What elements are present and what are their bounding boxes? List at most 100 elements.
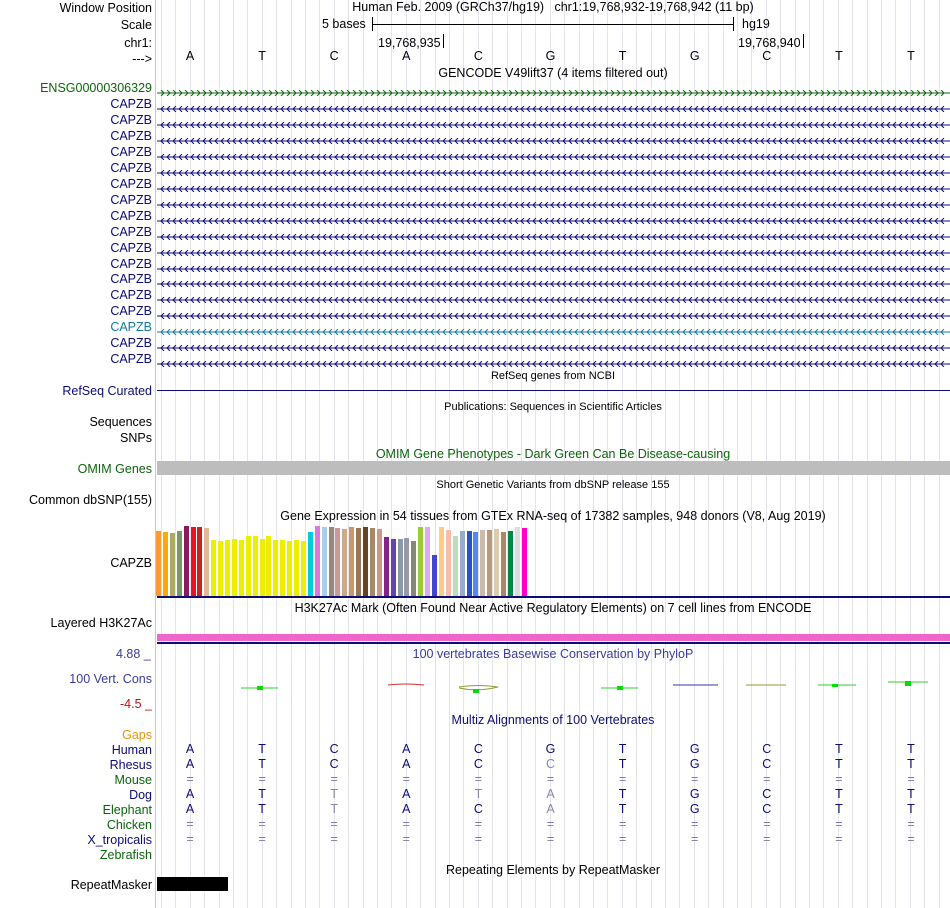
gencode-item-label[interactable]: CAPZB <box>110 176 152 191</box>
gtex-bar[interactable] <box>218 541 224 596</box>
gtex-bar[interactable] <box>383 537 389 596</box>
gtex-bar[interactable] <box>211 540 217 596</box>
h3k27ac-label[interactable]: Layered H3K27Ac <box>50 616 152 630</box>
gtex-bar[interactable] <box>445 530 451 596</box>
gtex-bar[interactable] <box>266 536 272 596</box>
gencode-item-label[interactable]: CAPZB <box>110 304 152 319</box>
gencode-item-label[interactable]: CAPZB <box>110 288 152 303</box>
gencode-item-line[interactable] <box>157 117 950 129</box>
gtex-bar[interactable] <box>231 539 237 596</box>
multiz-species-label[interactable]: Dog <box>129 788 152 802</box>
repeatmasker-label[interactable]: RepeatMasker <box>70 878 152 892</box>
gtex-bar[interactable] <box>480 530 486 596</box>
gtex-bar[interactable] <box>238 540 244 596</box>
gencode-item-label[interactable]: CAPZB <box>110 240 152 255</box>
gencode-item-label[interactable]: CAPZB <box>110 144 152 159</box>
gencode-first-line[interactable] <box>157 85 950 97</box>
gtex-bar[interactable] <box>473 532 479 596</box>
multiz-species-label[interactable]: Rhesus <box>109 758 152 772</box>
gtex-bar[interactable] <box>321 527 327 596</box>
gencode-item-line[interactable] <box>157 133 950 145</box>
gtex-bar[interactable] <box>507 531 513 596</box>
gencode-item-line[interactable] <box>157 356 950 368</box>
gtex-bar[interactable] <box>342 529 348 596</box>
gencode-item-label[interactable]: CAPZB <box>110 336 152 351</box>
gtex-bar[interactable] <box>204 528 210 596</box>
gtex-bar[interactable] <box>307 532 313 596</box>
gtex-bar[interactable] <box>404 538 410 596</box>
gtex-bar[interactable] <box>252 536 258 596</box>
gtex-bar[interactable] <box>197 527 203 596</box>
gencode-item-line[interactable] <box>157 181 950 193</box>
gtex-bar[interactable] <box>225 540 230 596</box>
gencode-item-line[interactable] <box>157 292 950 304</box>
gtex-bar[interactable] <box>245 536 251 596</box>
gencode-item-line[interactable] <box>157 324 950 336</box>
gtex-bar[interactable] <box>452 536 458 596</box>
publications-label-snps[interactable]: SNPs <box>120 431 152 445</box>
gtex-bar[interactable] <box>273 540 279 596</box>
gtex-bar[interactable] <box>335 528 341 596</box>
gtex-bar[interactable] <box>501 532 506 596</box>
omim-label[interactable]: OMIM Genes <box>77 462 152 476</box>
gtex-bar[interactable] <box>397 539 403 596</box>
gencode-item-label[interactable]: CAPZB <box>110 192 152 207</box>
gtex-bar[interactable] <box>459 531 465 596</box>
gtex-bar[interactable] <box>494 529 500 596</box>
phylop-label[interactable]: 100 Vert. Cons <box>69 672 152 686</box>
gtex-bar[interactable] <box>183 526 189 596</box>
gtex-bar[interactable] <box>411 541 417 596</box>
gtex-bar[interactable] <box>376 529 382 596</box>
gencode-item-line[interactable] <box>157 229 950 240</box>
omim-bar[interactable] <box>157 461 950 475</box>
gencode-item-label[interactable]: CAPZB <box>110 128 152 143</box>
refseq-line[interactable] <box>157 390 950 391</box>
multiz-species-label[interactable]: Mouse <box>114 773 152 787</box>
multiz-species-label[interactable]: X_tropicalis <box>87 833 152 847</box>
gencode-item-line[interactable] <box>157 149 950 161</box>
multiz-species-label[interactable]: Chicken <box>106 818 152 832</box>
gtex-bars[interactable] <box>156 524 950 597</box>
gencode-item-label[interactable]: CAPZB <box>110 97 152 111</box>
gtex-bar[interactable] <box>390 539 396 596</box>
gtex-bar[interactable] <box>280 540 286 596</box>
gencode-item-line[interactable] <box>157 308 950 320</box>
phylop-plot[interactable] <box>156 672 950 698</box>
gtex-bar[interactable] <box>356 528 362 596</box>
gtex-bar[interactable] <box>514 527 520 596</box>
gtex-bar[interactable] <box>363 527 368 596</box>
publications-label-sequences[interactable]: Sequences <box>89 415 152 429</box>
gencode-item-line[interactable] <box>157 213 950 224</box>
gencode-item-label[interactable]: CAPZB <box>110 112 152 127</box>
refseq-label[interactable]: RefSeq Curated <box>62 384 152 398</box>
gtex-bar[interactable] <box>425 527 431 596</box>
multiz-species-label[interactable]: Human <box>111 743 152 757</box>
gtex-bar[interactable] <box>487 530 493 596</box>
gtex-bar[interactable] <box>190 527 196 596</box>
multiz-species-label[interactable]: Zebrafish <box>99 848 152 862</box>
gtex-bar[interactable] <box>418 527 424 596</box>
gencode-item-label[interactable]: CAPZB <box>110 224 152 239</box>
gencode-first-item[interactable]: ENSG00000306329 <box>40 81 152 95</box>
gencode-item-line[interactable] <box>157 197 950 209</box>
gencode-item-label[interactable]: CAPZB <box>110 160 152 175</box>
gencode-item-line[interactable] <box>157 340 950 352</box>
repeatmasker-block[interactable] <box>157 877 228 891</box>
gencode-item-label[interactable]: CAPZB <box>110 272 152 287</box>
gtex-bar[interactable] <box>176 531 182 596</box>
gencode-item-label[interactable]: CAPZB <box>110 256 152 271</box>
gtex-bar[interactable] <box>156 531 161 596</box>
gencode-item-line[interactable] <box>157 245 950 256</box>
gencode-item-line[interactable] <box>157 261 950 272</box>
gtex-bar[interactable] <box>369 528 375 596</box>
gtex-bar[interactable] <box>438 527 444 596</box>
gtex-bar[interactable] <box>162 532 168 596</box>
gtex-bar[interactable] <box>432 555 437 596</box>
gtex-bar[interactable] <box>259 539 265 596</box>
gtex-bar[interactable] <box>300 541 306 596</box>
gtex-bar[interactable] <box>294 540 299 596</box>
gencode-item-line[interactable] <box>157 165 950 177</box>
gtex-bar[interactable] <box>328 527 334 596</box>
gtex-bar[interactable] <box>169 533 175 596</box>
gtex-label[interactable]: CAPZB <box>110 556 152 570</box>
